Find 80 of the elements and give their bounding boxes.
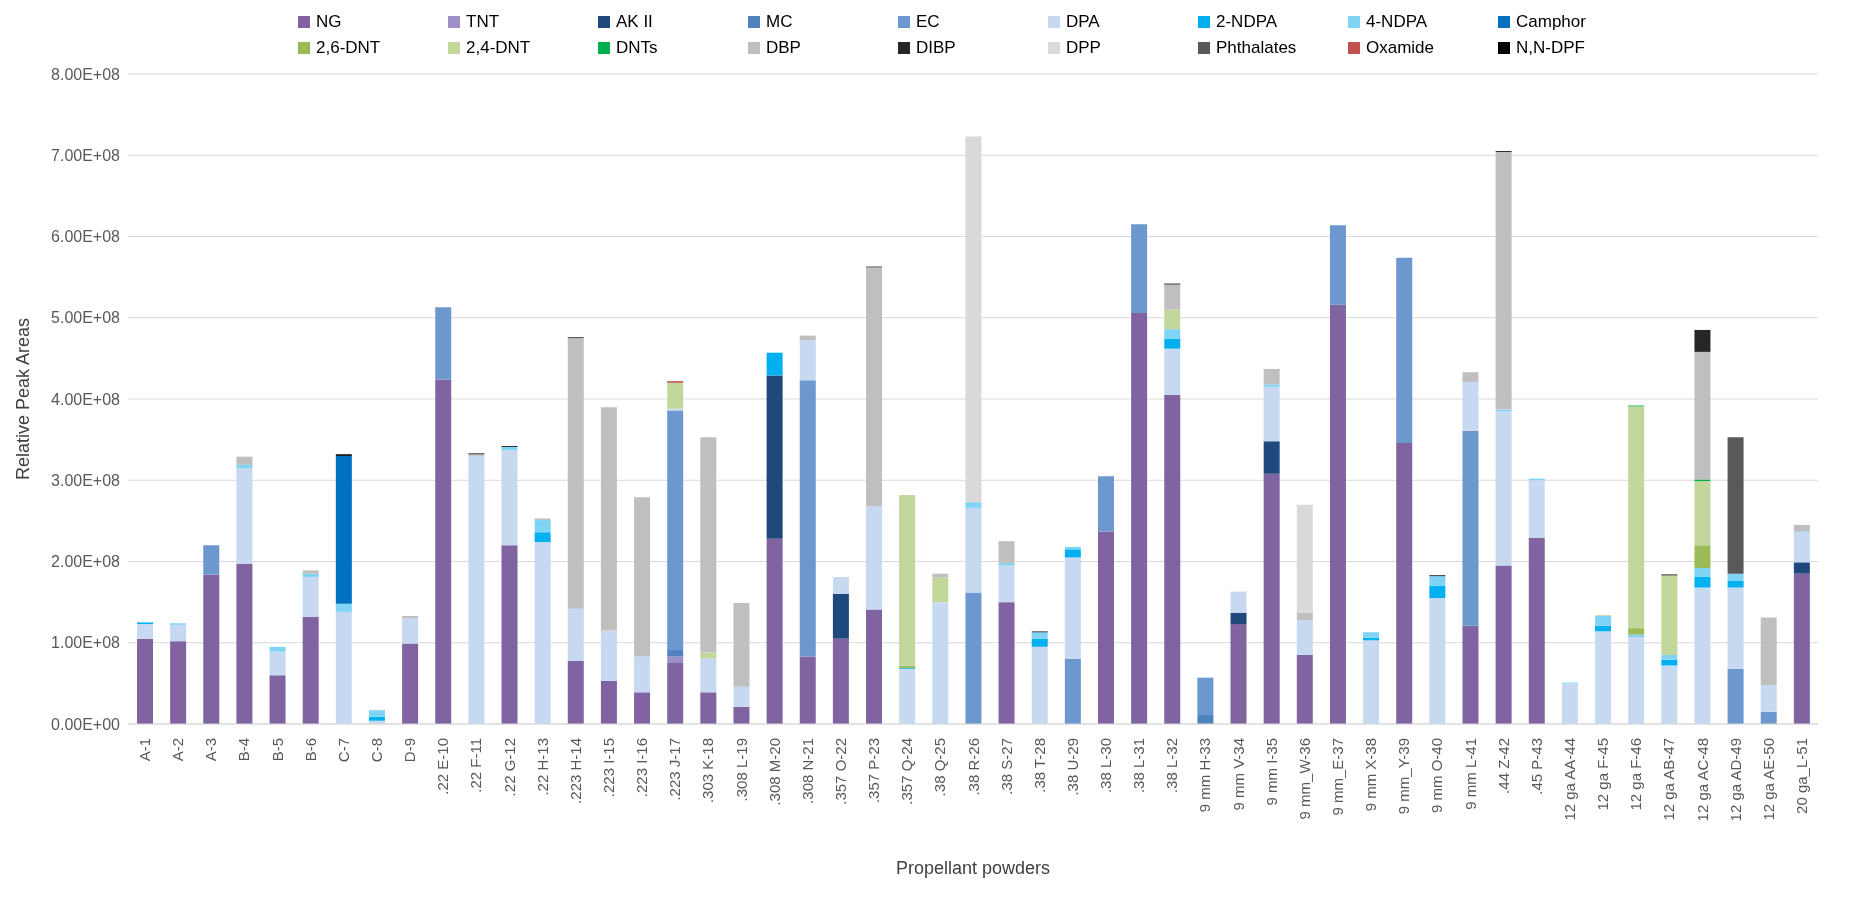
legend-label: AK II [616,12,653,32]
x-tick-label: .303 K-18 [699,738,717,804]
legend-label: DPA [1066,12,1100,32]
legend-label: DIBP [916,38,956,58]
x-tick-label: 9 mm I-35 [1262,738,1280,806]
x-tick-label: .223 I-16 [633,738,651,798]
x-tick-label: 9 mm H-33 [1196,738,1214,813]
x-tick-label: .223 I-15 [599,738,617,798]
legend-label: 4-NDPA [1366,12,1428,32]
x-tick-label: .45 P-43 [1527,738,1545,795]
y-tick-label: 7.00E+08 [51,146,121,164]
x-tick-label: B-5 [268,738,286,762]
x-tick-label: .22 G-12 [500,738,518,797]
legend-label: 2,4-DNT [466,38,531,58]
legend-label: TNT [466,12,500,32]
x-tick-label: 9 mm_Y-39 [1395,738,1413,815]
x-tick-label: .38 R-26 [964,738,982,796]
legend-label: DNTs [616,38,658,58]
x-tick-label: 12 ga AC-48 [1693,738,1711,822]
x-tick-label: 9 mm L-41 [1461,738,1479,810]
x-tick-label: .38 L-30 [1097,738,1115,794]
y-tick-label: 2.00E+08 [51,553,121,571]
x-tick-label: 12 ga AD-49 [1726,738,1744,822]
legend-label: Phthalates [1216,38,1297,58]
x-tick-label: 12 ga AA-44 [1560,738,1578,821]
x-tick-label: 9 mm X-38 [1362,738,1380,812]
x-tick-label: .223 H-14 [566,738,584,804]
x-tick-label: A-3 [202,738,220,762]
x-tick-label: .22 F-11 [467,738,485,793]
x-tick-label: .38 Q-25 [931,738,949,797]
legend-label: DPP [1066,38,1101,58]
x-tick-label: .308 M-20 [765,738,783,806]
y-tick-label: 6.00E+08 [51,228,121,246]
x-tick-label: B-4 [235,738,253,762]
legend-label: 2,6-DNT [316,38,381,58]
x-tick-label: .38 L-31 [1130,738,1148,794]
legend-label: EC [916,12,940,32]
x-tick-label: 9 mm_E-37 [1329,738,1347,816]
x-tick-label: .22 E-10 [434,738,452,795]
x-tick-label: 9 mm O-40 [1428,738,1446,814]
x-tick-label: .22 H-13 [533,738,551,796]
x-tick-label: 12 ga F-45 [1594,738,1612,811]
x-tick-label: C-7 [334,738,352,763]
y-tick-label: 1.00E+08 [51,634,121,652]
x-tick-label: .38 U-29 [1063,738,1081,796]
x-tick-label: .38 T-28 [1030,738,1048,793]
x-tick-label: A-1 [136,738,154,762]
y-tick-label: 3.00E+08 [51,471,121,489]
x-tick-label: 9 mm V-34 [1229,738,1247,811]
x-tick-label: C-8 [368,738,386,763]
legend-label: NG [316,12,342,32]
x-tick-label: B-6 [301,738,319,762]
x-tick-label: 12 ga F-46 [1627,738,1645,811]
y-tick-label: 0.00E+00 [51,715,121,733]
y-tick-label: 8.00E+08 [51,65,121,83]
x-tick-label: .44 Z-42 [1494,738,1512,794]
x-tick-label: 9 mm_W-36 [1295,738,1313,820]
x-tick-label: .38 S-27 [997,738,1015,795]
x-tick-label: 12 ga AB-47 [1660,738,1678,821]
x-tick-label: .308 L-19 [732,738,750,802]
legend-label: Camphor [1516,12,1586,32]
legend-label: N,N-DPF [1516,38,1585,58]
x-tick-label: .357 Q-24 [898,738,916,805]
x-tick-label: .308 N-21 [798,738,816,804]
x-tick-label: 20 ga_L-51 [1792,738,1810,814]
legend-label: Oxamide [1366,38,1435,58]
x-tick-label: .357 P-23 [865,738,883,804]
legend-label: MC [766,12,793,32]
x-tick-label: .357 O-22 [831,738,849,805]
y-tick-label: 5.00E+08 [51,309,121,327]
legend-label: 2-NDPA [1216,12,1278,32]
x-tick-label: A-2 [169,738,187,762]
x-tick-label: D-9 [401,738,419,763]
legend-label: DBP [766,38,801,58]
x-tick-label: 12 ga AE-50 [1759,738,1777,821]
y-tick-label: 4.00E+08 [51,390,121,408]
y-axis-title: Relative Peak Areas [13,317,34,481]
x-tick-label: .38 L-32 [1163,738,1181,794]
x-axis-title: Propellant powders [895,858,1051,878]
x-tick-label: .223 J-17 [666,738,684,801]
